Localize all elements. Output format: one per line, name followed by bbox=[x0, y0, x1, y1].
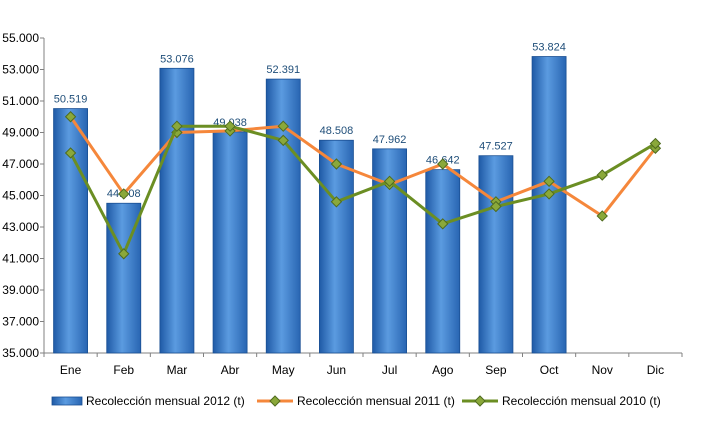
point bbox=[171, 120, 183, 132]
bar bbox=[212, 131, 248, 354]
y-tick-label: 41.000 bbox=[2, 252, 39, 266]
point bbox=[224, 120, 236, 132]
bar bbox=[159, 67, 195, 354]
bar bbox=[53, 108, 88, 354]
legend-label: Recolección mensual 2011 (t) bbox=[297, 394, 455, 408]
y-tick-label: 45.000 bbox=[2, 189, 39, 203]
x-tick-label: Feb bbox=[113, 363, 134, 377]
data-label: 50.519 bbox=[54, 94, 88, 106]
point bbox=[277, 134, 289, 147]
bar bbox=[319, 139, 354, 354]
legend-marker bbox=[474, 395, 486, 407]
point bbox=[490, 200, 502, 213]
point bbox=[330, 196, 343, 208]
x-tick-label: Abr bbox=[221, 363, 240, 377]
bar bbox=[531, 56, 567, 354]
point bbox=[118, 248, 130, 260]
point bbox=[64, 111, 77, 123]
point bbox=[64, 147, 77, 159]
point bbox=[596, 169, 608, 181]
legend-label: Recolección mensual 2012 (t) bbox=[86, 394, 245, 408]
legend-swatch bbox=[51, 396, 83, 406]
data-label: 47.962 bbox=[373, 134, 407, 146]
x-tick-label: Mar bbox=[167, 363, 188, 377]
point bbox=[543, 188, 555, 200]
y-tick-label: 53.000 bbox=[2, 63, 39, 77]
point bbox=[649, 137, 662, 150]
bar bbox=[425, 169, 461, 354]
x-tick-label: Nov bbox=[592, 363, 613, 377]
point bbox=[330, 158, 343, 170]
data-label: 53.076 bbox=[160, 53, 194, 65]
y-tick-label: 47.000 bbox=[2, 157, 39, 171]
y-tick-label: 43.000 bbox=[2, 220, 39, 234]
x-tick-label: Ene bbox=[60, 363, 82, 377]
bar bbox=[478, 155, 514, 354]
y-tick-label: 51.000 bbox=[2, 94, 39, 108]
y-tick-label: 39.000 bbox=[2, 283, 39, 297]
x-tick-label: Sep bbox=[485, 363, 507, 377]
point bbox=[543, 175, 555, 188]
point bbox=[596, 210, 608, 222]
point bbox=[383, 175, 396, 188]
data-label: 53.824 bbox=[532, 42, 566, 54]
x-tick-label: Oct bbox=[540, 363, 559, 377]
plot-area: 35.000 37.000 39.000 41.000 43.000 45.000 47.0… bbox=[2, 31, 683, 377]
x-tick-label: Jul bbox=[382, 363, 397, 377]
bar bbox=[265, 78, 301, 354]
y-tick-label: 55.000 bbox=[2, 31, 39, 45]
x-tick-label: May bbox=[272, 363, 295, 377]
legend: Recolección mensual 2012 (t) Recolección … bbox=[51, 394, 661, 408]
data-label: 48.508 bbox=[320, 125, 354, 137]
point bbox=[277, 120, 289, 132]
point bbox=[437, 218, 449, 230]
legend-label: Recolección mensual 2010 (t) bbox=[502, 394, 661, 408]
series-line bbox=[69, 115, 657, 218]
y-tick-label: 37.000 bbox=[2, 315, 39, 329]
data-label: 52.391 bbox=[266, 64, 300, 76]
y-tick-label: 49.000 bbox=[2, 126, 39, 140]
data-label: 47.527 bbox=[479, 141, 513, 153]
series-line bbox=[69, 124, 657, 256]
x-tick-label: Dic bbox=[647, 363, 664, 377]
y-tick-label: 35.000 bbox=[2, 346, 39, 360]
legend-marker bbox=[269, 395, 281, 407]
x-tick-label: Ago bbox=[432, 363, 454, 377]
point bbox=[118, 188, 130, 200]
point bbox=[437, 158, 449, 170]
x-tick-label: Jun bbox=[327, 363, 346, 377]
